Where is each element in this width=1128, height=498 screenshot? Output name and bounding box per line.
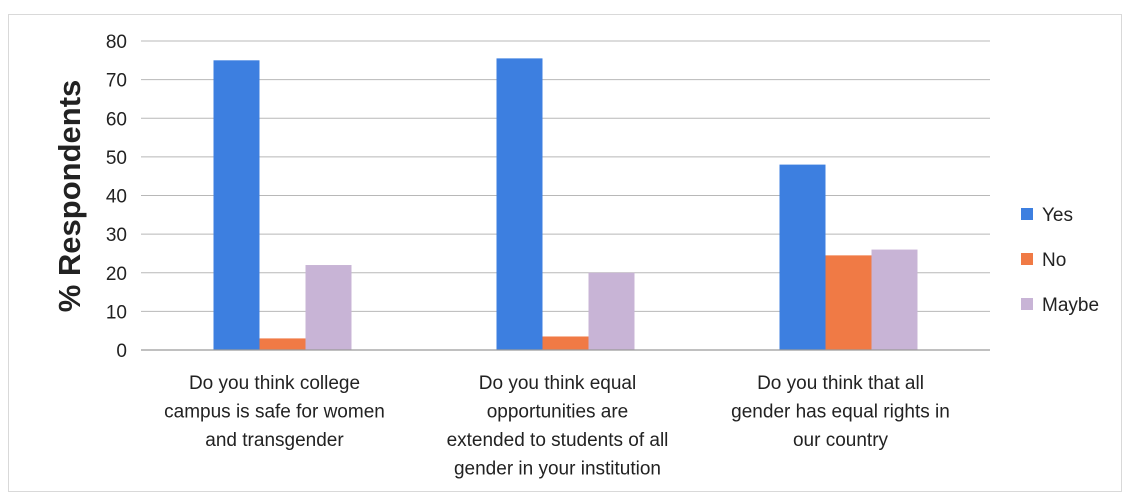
x-category-label: Do you think equal opportunities are exten… xyxy=(447,373,669,480)
bar-yes-1 xyxy=(213,60,260,350)
x-category-label: Do you think that all gender has equal ri… xyxy=(731,373,950,451)
x-category-label-line: Do you think that all xyxy=(757,373,924,394)
y-tick-label: 60 xyxy=(106,109,127,130)
y-tick-label: 70 xyxy=(106,71,127,92)
legend-label-no: No xyxy=(1042,250,1066,271)
x-category-label-line: Do you think equal xyxy=(479,373,636,394)
y-tick-label: 30 xyxy=(106,225,127,246)
x-category-label-line: Do you think college xyxy=(189,373,360,394)
bar-yes-2 xyxy=(496,58,543,350)
y-axis-ticks: 0 10 20 30 40 50 60 70 80 xyxy=(106,32,127,362)
y-tick-label: 80 xyxy=(106,32,127,53)
x-category-label-line: gender in your institution xyxy=(454,459,661,480)
x-category-label-line: gender has equal rights in xyxy=(731,402,950,423)
bar-yes-3 xyxy=(779,164,826,350)
y-tick-label: 0 xyxy=(116,341,127,362)
x-category-label-line: campus is safe for women xyxy=(164,402,385,423)
bar-no-3 xyxy=(825,255,872,350)
legend: Yes No Maybe xyxy=(1021,205,1099,316)
bar-maybe-3 xyxy=(871,249,918,350)
bar-no-1 xyxy=(259,338,306,350)
y-tick-label: 50 xyxy=(106,148,127,169)
y-tick-label: 40 xyxy=(106,187,127,208)
y-tick-label: 10 xyxy=(106,302,127,323)
y-tick-label: 20 xyxy=(106,264,127,285)
x-category-label: Do you think college campus is safe for w… xyxy=(164,373,385,451)
legend-swatch-maybe xyxy=(1021,298,1033,310)
x-category-label-line: and transgender xyxy=(205,430,344,451)
x-category-label-line: opportunities are xyxy=(487,402,629,423)
x-axis-category-labels: Do you think college campus is safe for w… xyxy=(164,373,950,480)
x-category-label-line: extended to students of all xyxy=(447,430,669,451)
bars xyxy=(213,58,918,350)
legend-label-maybe: Maybe xyxy=(1042,295,1099,316)
bar-maybe-2 xyxy=(588,272,635,350)
chart-frame xyxy=(8,14,1122,492)
legend-swatch-yes xyxy=(1021,208,1033,220)
bar-no-2 xyxy=(542,336,589,350)
x-category-label-line: our country xyxy=(793,430,889,451)
legend-swatch-no xyxy=(1021,253,1033,265)
bar-maybe-1 xyxy=(305,265,352,350)
legend-label-yes: Yes xyxy=(1042,205,1073,226)
y-axis-label: % Respondents xyxy=(52,80,87,313)
